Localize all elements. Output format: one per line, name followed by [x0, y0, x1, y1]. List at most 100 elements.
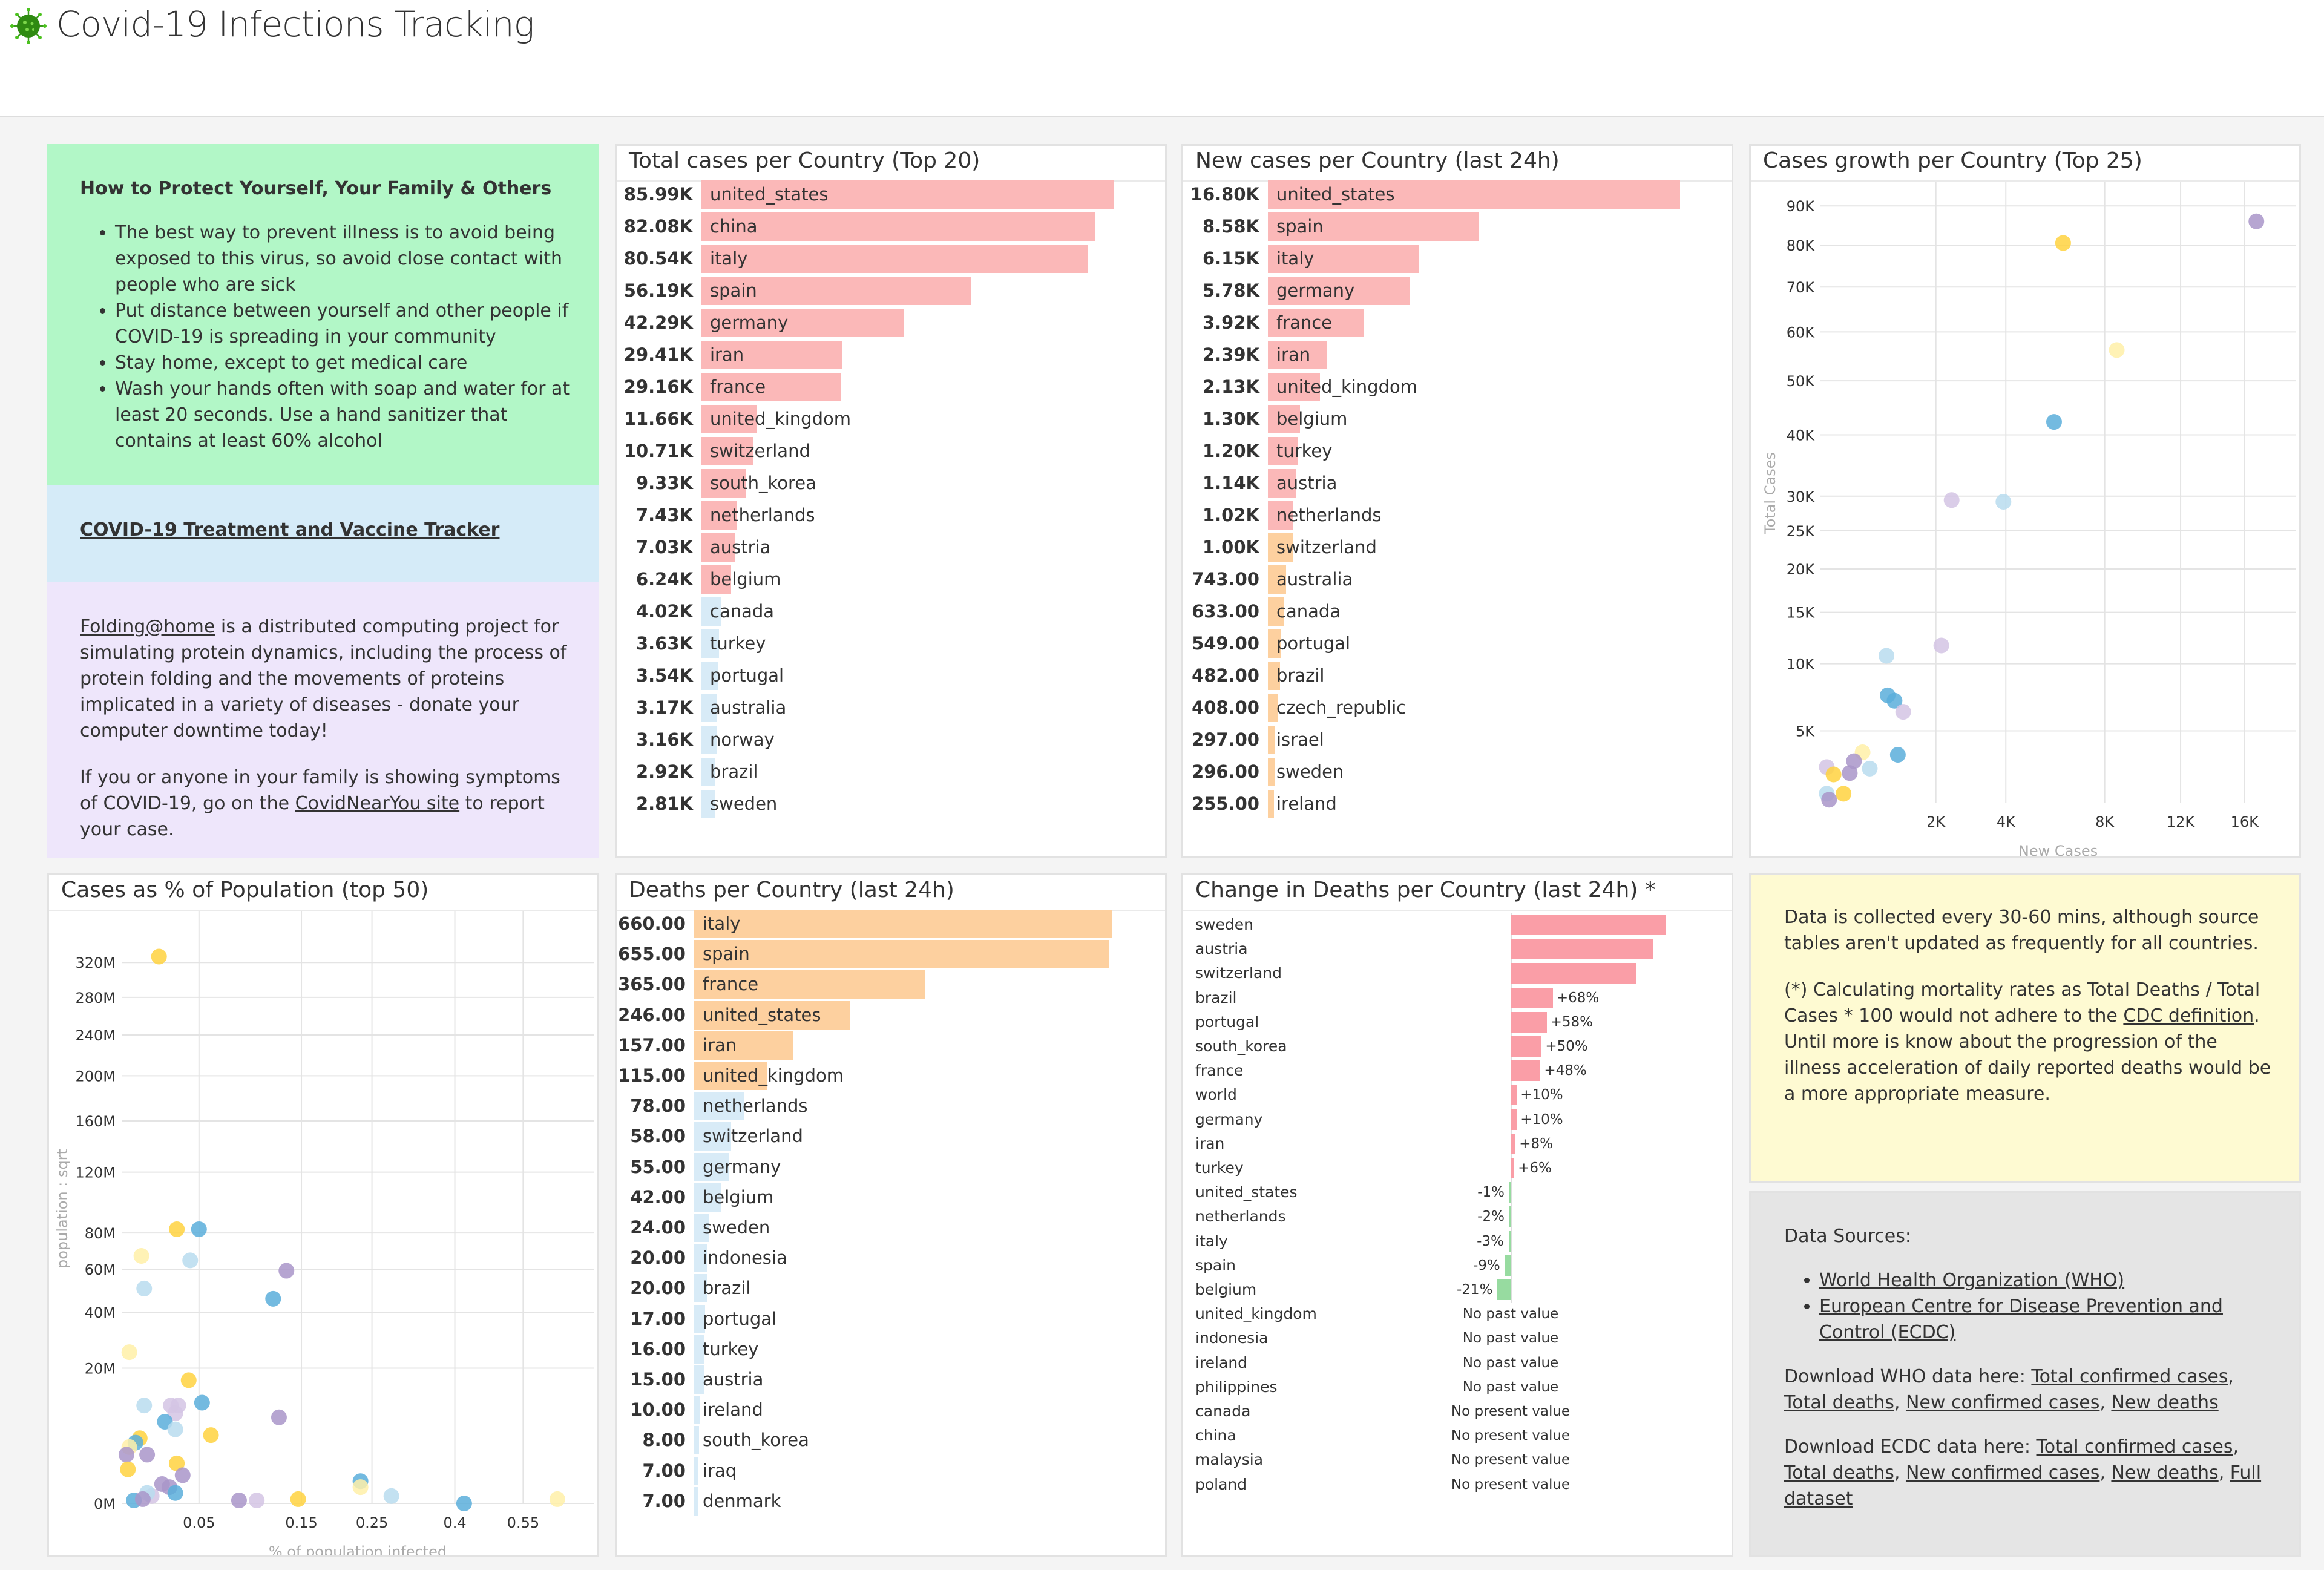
ecdc-total-cases-link[interactable]: Total confirmed cases: [2036, 1436, 2233, 1457]
who-link[interactable]: World Health Organization (WHO): [1819, 1270, 2125, 1291]
scatter-point[interactable]: [456, 1496, 472, 1511]
scatter-point[interactable]: [2046, 414, 2062, 430]
scatter-point[interactable]: [549, 1491, 565, 1507]
bar-row[interactable]: 6.24K belgium: [617, 565, 1165, 594]
bar-row[interactable]: 78.00 netherlands: [617, 1092, 1165, 1121]
bar-row[interactable]: 7.03K austria: [617, 533, 1165, 562]
bar-row[interactable]: 82.08K china: [617, 212, 1165, 241]
who-total-cases-link[interactable]: Total confirmed cases: [2031, 1366, 2228, 1387]
bar-row[interactable]: 365.00 france: [617, 970, 1165, 999]
bar-row[interactable]: 58.00 switzerland: [617, 1122, 1165, 1151]
change-row[interactable]: malaysia No present value: [1183, 1448, 1732, 1472]
who-new-deaths-link[interactable]: New deaths: [2111, 1392, 2219, 1413]
ecdc-new-deaths-link[interactable]: New deaths: [2111, 1462, 2219, 1483]
change-row[interactable]: switzerland+201%: [1183, 961, 1732, 985]
scatter-point[interactable]: [120, 1461, 136, 1477]
bar-row[interactable]: 655.00 spain: [617, 940, 1165, 969]
bar-row[interactable]: 7.00 iraq: [617, 1456, 1165, 1485]
bar-row[interactable]: 3.63K turkey: [617, 629, 1165, 658]
scatter-point[interactable]: [136, 1398, 153, 1414]
bar-row[interactable]: 80.54K italy: [617, 245, 1165, 273]
scatter-point[interactable]: [174, 1467, 191, 1483]
bar-row[interactable]: 408.00 czech_republic: [1183, 694, 1732, 722]
bar-row[interactable]: 16.80K united_states: [1183, 180, 1732, 209]
scatter-point[interactable]: [118, 1447, 134, 1463]
change-row[interactable]: brazil +68%: [1183, 986, 1732, 1010]
ecdc-new-cases-link[interactable]: New confirmed cases: [1905, 1462, 2100, 1483]
scatter-point[interactable]: [136, 1280, 153, 1296]
bar-row[interactable]: 2.39K iran: [1183, 341, 1732, 369]
bar-row[interactable]: 3.54K portugal: [617, 662, 1165, 690]
bar-row[interactable]: 6.15K italy: [1183, 245, 1732, 273]
bar-row[interactable]: 9.33K south_korea: [617, 469, 1165, 498]
scatter-point[interactable]: [1842, 765, 1858, 781]
change-row[interactable]: sweden+250%: [1183, 913, 1732, 937]
bar-row[interactable]: 24.00 sweden: [617, 1214, 1165, 1242]
scatter-point[interactable]: [133, 1248, 149, 1264]
bar-row[interactable]: 3.17K australia: [617, 694, 1165, 722]
change-row[interactable]: belgium -21%: [1183, 1278, 1732, 1302]
folding-link[interactable]: Folding@home: [80, 616, 215, 637]
change-row[interactable]: canada No present value: [1183, 1399, 1732, 1424]
scatter-point[interactable]: [1895, 704, 1911, 720]
change-row[interactable]: austria+229%: [1183, 937, 1732, 961]
bar-row[interactable]: 10.00 ireland: [617, 1396, 1165, 1425]
bar-row[interactable]: 55.00 germany: [617, 1152, 1165, 1181]
change-row[interactable]: spain -9%: [1183, 1253, 1732, 1278]
change-row[interactable]: china No present value: [1183, 1424, 1732, 1448]
bar-row[interactable]: 157.00 iran: [617, 1031, 1165, 1060]
scatter-point[interactable]: [1836, 786, 1852, 802]
bar-row[interactable]: 42.29K germany: [617, 309, 1165, 337]
scatter-point[interactable]: [167, 1485, 183, 1501]
scatter-point[interactable]: [1846, 753, 1862, 769]
bar-row[interactable]: 2.81K sweden: [617, 790, 1165, 818]
bar-row[interactable]: 7.00 denmark: [617, 1486, 1165, 1516]
bar-row[interactable]: 2.13K united_kingdom: [1183, 373, 1732, 401]
ecdc-total-deaths-link[interactable]: Total deaths: [1784, 1462, 1894, 1483]
scatter-point[interactable]: [182, 1252, 199, 1269]
bar-row[interactable]: 3.92K france: [1183, 309, 1732, 337]
ecdc-full-dataset-link[interactable]: Full dataset: [1784, 1462, 2262, 1509]
scatter-point[interactable]: [1943, 492, 1960, 508]
scatter-point[interactable]: [167, 1405, 183, 1421]
bar-row[interactable]: 255.00 ireland: [1183, 790, 1732, 818]
tracker-link[interactable]: COVID-19 Treatment and Vaccine Tracker: [80, 519, 500, 540]
bar-row[interactable]: 246.00 united_states: [617, 1000, 1165, 1030]
scatter-point[interactable]: [383, 1488, 399, 1504]
change-row[interactable]: italy -3%: [1183, 1229, 1732, 1253]
bar-row[interactable]: 115.00 united_kingdom: [617, 1062, 1165, 1090]
scatter-point[interactable]: [249, 1493, 265, 1509]
bar-row[interactable]: 1.20K turkey: [1183, 437, 1732, 465]
scatter-point[interactable]: [134, 1491, 151, 1507]
bar-row[interactable]: 29.16K france: [617, 373, 1165, 401]
scatter-point[interactable]: [169, 1455, 185, 1471]
scatter-point[interactable]: [1889, 747, 1906, 763]
bar-row[interactable]: 660.00 italy: [617, 910, 1165, 938]
change-row[interactable]: turkey +6%: [1183, 1156, 1732, 1180]
scatter-point[interactable]: [121, 1344, 137, 1361]
scatter-point[interactable]: [1879, 648, 1895, 664]
scatter-point[interactable]: [169, 1221, 185, 1237]
scatter-point[interactable]: [167, 1421, 183, 1437]
cdc-definition-link[interactable]: CDC definition: [2123, 1005, 2254, 1026]
scatter-point[interactable]: [2248, 213, 2265, 229]
change-row[interactable]: united_states -1%: [1183, 1180, 1732, 1204]
bar-row[interactable]: 20.00 brazil: [617, 1274, 1165, 1303]
bar-row[interactable]: 56.19K spain: [617, 277, 1165, 305]
bar-row[interactable]: 482.00 brazil: [1183, 662, 1732, 690]
bar-row[interactable]: 3.16K norway: [617, 726, 1165, 754]
bar-row[interactable]: 1.00K switzerland: [1183, 533, 1732, 562]
bar-row[interactable]: 296.00 sweden: [1183, 758, 1732, 786]
bar-row[interactable]: 743.00 australia: [1183, 565, 1732, 594]
bar-row[interactable]: 1.02K netherlands: [1183, 501, 1732, 530]
bar-row[interactable]: 16.00 turkey: [617, 1335, 1165, 1364]
change-row[interactable]: ireland No past value: [1183, 1351, 1732, 1375]
scatter-point[interactable]: [1886, 692, 1903, 709]
bar-row[interactable]: 4.02K canada: [617, 597, 1165, 626]
scatter-point[interactable]: [139, 1447, 156, 1463]
change-row[interactable]: portugal +58%: [1183, 1010, 1732, 1034]
change-row[interactable]: poland No present value: [1183, 1473, 1732, 1497]
bar-row[interactable]: 8.00 south_korea: [617, 1426, 1165, 1455]
scatter-point[interactable]: [352, 1479, 369, 1496]
change-row[interactable]: world +10%: [1183, 1083, 1732, 1107]
